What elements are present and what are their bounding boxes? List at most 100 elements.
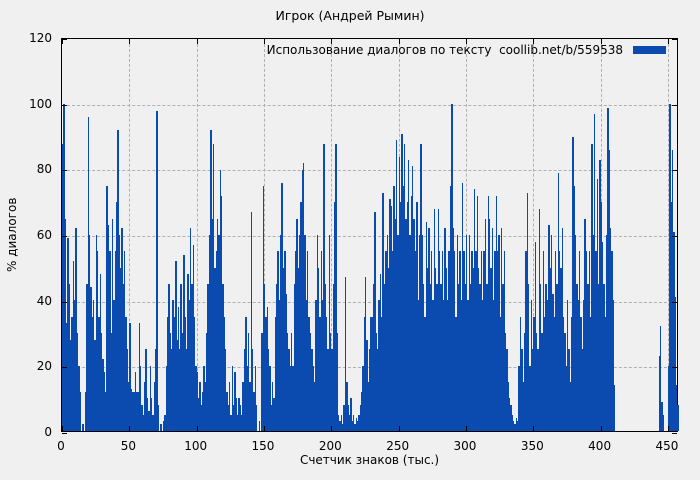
bar (321, 300, 324, 431)
bar (220, 195, 223, 431)
bar (86, 284, 88, 431)
bar (572, 137, 574, 431)
bar (219, 169, 221, 431)
bar (390, 205, 392, 431)
bar (134, 372, 137, 431)
bar (553, 316, 555, 431)
bar (238, 398, 240, 431)
bar (377, 349, 379, 431)
bar (254, 365, 256, 431)
tick-mark (196, 426, 198, 431)
bar (146, 398, 149, 431)
y-tick-label: 20 (36, 359, 52, 374)
bar (576, 284, 578, 431)
bar (436, 284, 438, 431)
bar (233, 404, 235, 431)
bar (443, 300, 445, 431)
bar (391, 251, 394, 431)
bar (425, 221, 427, 431)
bar (200, 404, 203, 431)
bar (515, 417, 518, 431)
bar (526, 192, 528, 431)
tick-mark (62, 104, 67, 106)
bar (416, 202, 418, 431)
bar (556, 284, 558, 431)
bar (157, 404, 159, 431)
bar (562, 316, 565, 431)
bar (374, 212, 376, 431)
tick-mark (62, 367, 67, 369)
bar (595, 251, 597, 431)
bar (511, 414, 514, 431)
x-tick-label: 0 (57, 439, 65, 453)
bar (558, 251, 561, 431)
bar (424, 316, 426, 431)
bar (564, 333, 566, 431)
bar (510, 404, 512, 431)
bar (597, 284, 600, 431)
bar (459, 251, 461, 431)
gridline-y (62, 170, 677, 172)
tick-mark (129, 39, 131, 44)
bar (103, 372, 106, 431)
bar (304, 235, 306, 431)
bar (444, 228, 446, 431)
bar (180, 284, 182, 431)
bar (490, 267, 492, 431)
bar (325, 316, 328, 431)
bar (173, 316, 176, 431)
bar (250, 212, 252, 431)
bar (62, 143, 64, 431)
bar (187, 274, 189, 431)
gridline-x (263, 39, 265, 431)
bar (557, 172, 559, 431)
bar (193, 316, 196, 431)
bar (480, 251, 483, 431)
bar (596, 179, 598, 431)
bar (63, 104, 65, 431)
tick-mark (331, 39, 333, 44)
bar (677, 404, 679, 431)
bar (90, 287, 92, 431)
bar (421, 235, 423, 431)
bar (412, 166, 414, 431)
bar (379, 274, 382, 431)
y-tick-label: 40 (36, 293, 52, 308)
bar (513, 421, 515, 431)
bar (453, 251, 456, 431)
bar (387, 267, 390, 431)
bar (293, 284, 295, 431)
bar (129, 323, 131, 431)
bar (309, 333, 312, 431)
bar (560, 267, 562, 431)
bar (573, 186, 576, 431)
bar (589, 316, 592, 431)
bar (482, 300, 484, 431)
bar (289, 365, 291, 431)
bar (552, 293, 554, 431)
plot-area: Использование диалогов по тексту coollib… (61, 38, 679, 434)
bar (70, 339, 72, 431)
bar (137, 391, 139, 431)
bar (106, 186, 108, 431)
bar (433, 208, 436, 431)
bar (208, 235, 211, 431)
bar (417, 300, 419, 431)
bar (393, 186, 395, 431)
bar (676, 385, 678, 431)
bar (328, 235, 330, 431)
bar (185, 349, 188, 431)
bar (577, 300, 580, 431)
bar (105, 391, 107, 431)
bar (413, 218, 415, 431)
bar (76, 333, 79, 431)
bar (242, 382, 244, 431)
tick-mark (672, 39, 677, 40)
bar (601, 241, 604, 431)
bar (538, 208, 541, 431)
bar (378, 300, 380, 431)
bar (327, 349, 329, 431)
bar (541, 333, 543, 431)
bar (336, 333, 339, 431)
bar (385, 251, 387, 431)
